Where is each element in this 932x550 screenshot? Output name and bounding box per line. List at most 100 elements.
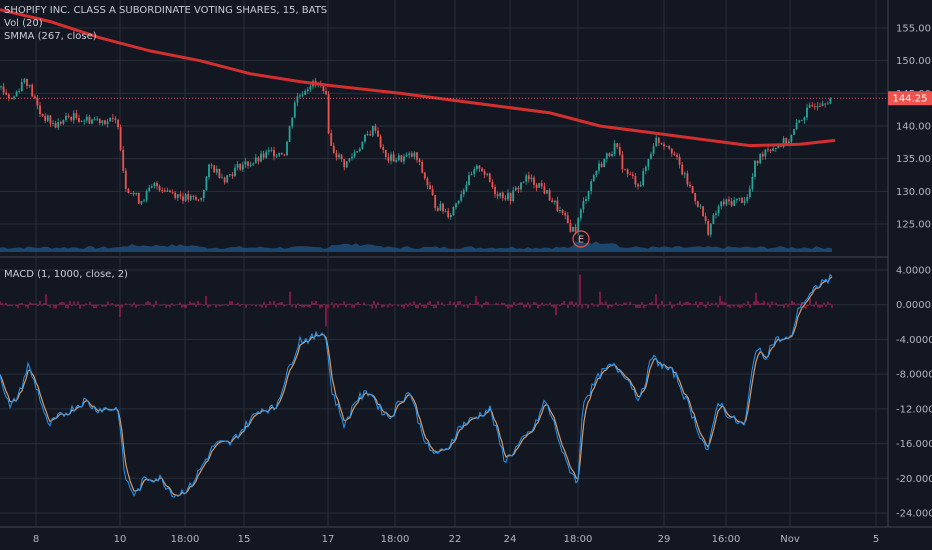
candle-body — [585, 198, 587, 201]
macd-tick-label: -20.0000 — [896, 474, 932, 485]
candle-body — [754, 160, 756, 177]
candle-body — [93, 119, 96, 121]
candle-body — [213, 165, 216, 173]
candle-body — [819, 105, 821, 107]
candle-body — [301, 94, 304, 96]
candle-body — [293, 102, 296, 118]
candle-body — [184, 194, 187, 201]
candle-body — [330, 133, 333, 146]
last-price-tag-box — [888, 91, 932, 106]
candle-body — [137, 192, 140, 204]
candle-body — [772, 148, 775, 151]
time-tick-label: 17 — [322, 534, 335, 545]
candle-body — [5, 92, 8, 95]
candle-body — [460, 194, 463, 201]
candle-body — [265, 151, 268, 158]
candle-body — [70, 116, 73, 121]
macd-legend: MACD (1, 1000, close, 2) — [4, 268, 128, 281]
candle-body — [132, 192, 135, 195]
candle-body — [491, 181, 494, 188]
candle-body — [431, 189, 434, 196]
candle-body — [36, 98, 39, 106]
candle-body — [26, 78, 28, 87]
candle-body — [332, 145, 335, 154]
candle-body — [735, 198, 738, 201]
earnings-marker[interactable]: E — [572, 230, 590, 248]
candle-body — [657, 137, 660, 143]
candle-body — [442, 203, 444, 212]
candle-body — [114, 118, 117, 120]
candle-body — [618, 147, 621, 155]
candle-body — [496, 194, 499, 197]
candle-body — [322, 83, 325, 91]
candle-body — [712, 214, 715, 224]
candle-body — [785, 138, 788, 144]
candle-body — [119, 127, 122, 150]
candle-body — [28, 84, 31, 87]
candle-body — [390, 154, 392, 161]
time-tick-label: 18:00 — [564, 534, 593, 545]
candle-body — [366, 134, 369, 136]
candle-body — [392, 154, 395, 162]
candle-body — [741, 197, 743, 203]
candle-body — [769, 149, 772, 151]
time-tick-label: 18:00 — [171, 534, 200, 545]
candle-body — [616, 143, 619, 148]
candle-body — [169, 190, 171, 193]
candle-body — [75, 113, 78, 119]
candle-body — [106, 121, 109, 125]
time-axis[interactable]: 8 10 18:00 15 17 18:00 22 24 18:00 29 16:00 Nov 5 — [33, 534, 879, 545]
candle-body — [231, 174, 234, 177]
candle-body — [631, 174, 634, 177]
candle-body — [507, 192, 509, 200]
candle-body — [517, 187, 520, 190]
candle-body — [501, 192, 504, 199]
candle-body — [546, 190, 548, 194]
candle-body — [140, 201, 143, 204]
candle-body — [327, 94, 330, 134]
candle-body — [707, 221, 710, 235]
candle-body — [130, 192, 132, 194]
candle-body — [405, 155, 408, 157]
candle-body — [663, 143, 665, 147]
candle-body — [509, 192, 512, 202]
macd-axis[interactable]: 4.0000 0.0000 -4.0000 -8.0000 -12.0000 -16.00… — [896, 266, 932, 520]
candle-body — [278, 153, 281, 156]
candle-body — [686, 173, 689, 185]
candle-body — [345, 161, 348, 168]
time-tick-label: Nov — [780, 534, 800, 545]
candle-body — [808, 105, 811, 108]
price-tick-label: 155.00 — [896, 24, 931, 35]
candle-body — [790, 134, 793, 142]
candle-body — [800, 120, 803, 122]
candle-body — [283, 154, 286, 156]
candle-body — [52, 123, 54, 124]
macd-indicator-label[interactable]: MACD (1, 1000, close, 2) — [4, 269, 128, 280]
candle-body — [551, 200, 554, 203]
candle-body — [481, 168, 483, 172]
candle-body — [101, 120, 104, 124]
candle-body — [280, 153, 283, 155]
volume-indicator-label[interactable]: Vol (20) — [4, 18, 43, 29]
candle-body — [418, 159, 421, 163]
candle-body — [569, 223, 572, 232]
candle-body — [49, 115, 52, 124]
candle-body — [543, 186, 546, 194]
symbol-title[interactable]: SHOPIFY INC. CLASS A SUBORDINATE VOTING … — [4, 5, 328, 16]
time-tick-label: 22 — [449, 534, 462, 545]
candle-body — [161, 190, 164, 192]
candle-body — [143, 200, 145, 202]
macd-tick-label: -12.0000 — [896, 404, 932, 415]
candle-body — [10, 97, 13, 99]
candle-body — [39, 105, 41, 115]
smma-indicator-label[interactable]: SMMA (267, close) — [4, 31, 97, 42]
candle-body — [642, 171, 645, 186]
candle-body — [382, 147, 385, 151]
candle-body — [730, 201, 733, 206]
candle-body — [777, 145, 780, 149]
candle-body — [566, 215, 569, 224]
candle-body — [244, 161, 247, 165]
candle-body — [377, 130, 379, 137]
candle-body — [384, 150, 387, 157]
